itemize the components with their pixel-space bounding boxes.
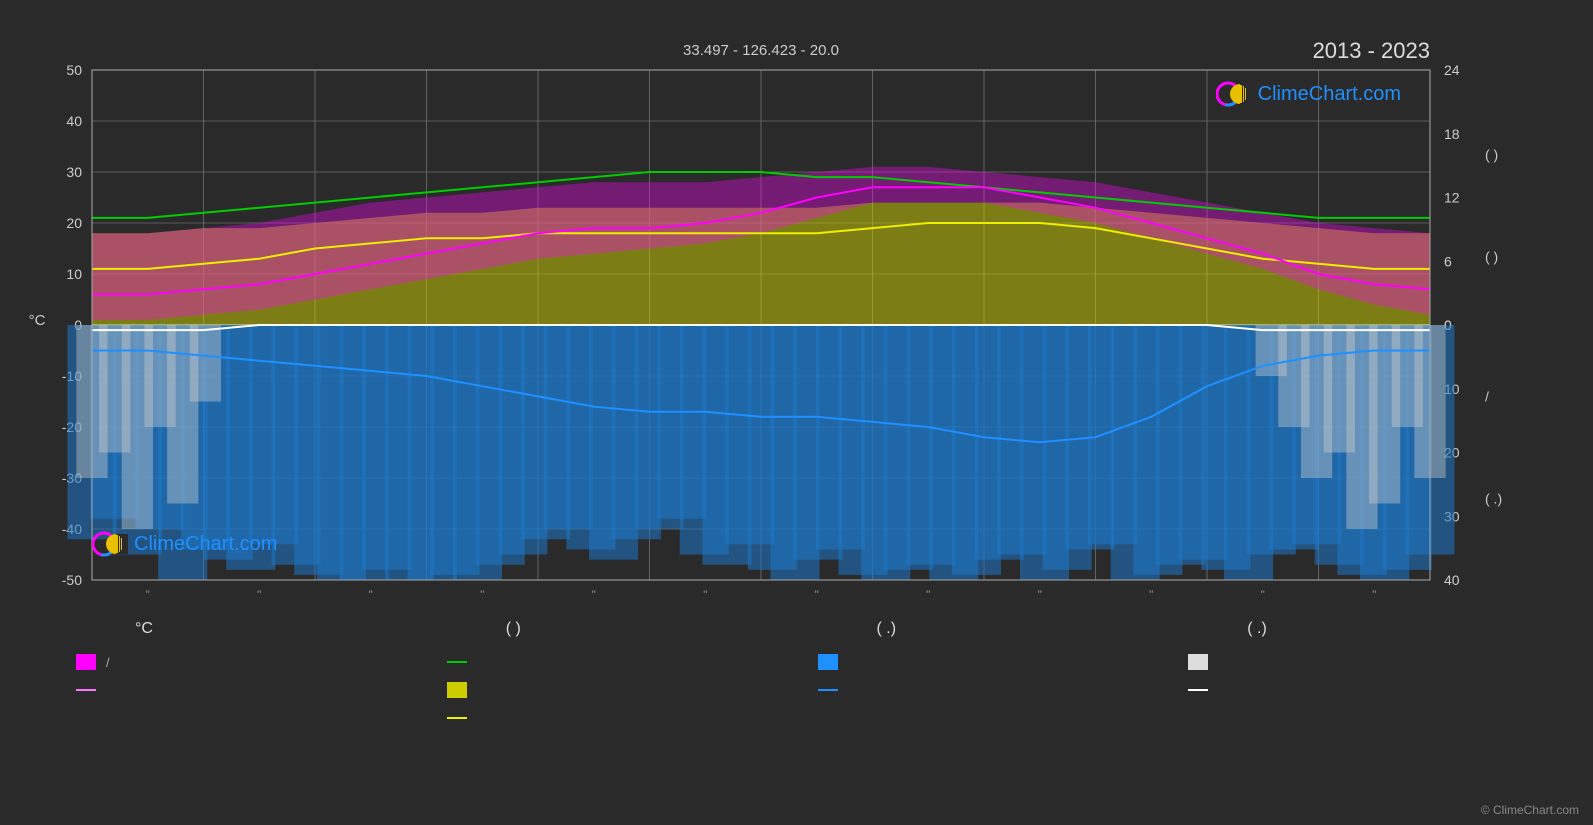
logo-text: ClimeChart.com [1258, 83, 1401, 106]
legend-item [812, 676, 1183, 704]
logo-text: ClimeChart.com [134, 533, 277, 556]
legend-header: ( .) [1182, 620, 1553, 638]
legend-column: ( .) [1182, 620, 1553, 732]
legend-item [1182, 648, 1553, 676]
climate-chart: -50-40-30-20-1001020304050°C06121824( )(… [0, 0, 1593, 825]
legend-item [441, 704, 812, 732]
legend-column: ( .) [812, 620, 1183, 732]
legend-header: °C [70, 620, 441, 638]
logo-top-right: ClimeChart.com [1216, 80, 1401, 108]
svg-text:30: 30 [66, 164, 82, 180]
legend-swatch [1188, 654, 1208, 670]
legend-column: °C / [70, 620, 441, 732]
logo-bottom-left: ClimeChart.com [92, 530, 277, 558]
legend-item [441, 648, 812, 676]
svg-text:'': '' [815, 589, 819, 601]
svg-text:'': '' [369, 589, 373, 601]
legend-swatch [76, 689, 96, 691]
legend-swatch [818, 654, 838, 670]
svg-text:6: 6 [1444, 253, 1452, 269]
logo-icon [1216, 80, 1252, 108]
svg-text:40: 40 [66, 113, 82, 129]
legend-swatch [447, 661, 467, 663]
legend-label: / [106, 655, 110, 670]
legend-item: / [70, 648, 441, 676]
svg-text:12: 12 [1444, 190, 1460, 206]
svg-text:/: / [1485, 389, 1489, 405]
svg-text:'': '' [703, 589, 707, 601]
legend-column: ( ) [441, 620, 812, 732]
copyright-text: © ClimeChart.com [1481, 803, 1579, 817]
svg-text:'': '' [257, 589, 261, 601]
svg-text:50: 50 [66, 62, 82, 78]
svg-text:40: 40 [1444, 572, 1460, 588]
legend-item [1182, 676, 1553, 704]
svg-text:°C: °C [29, 312, 46, 329]
svg-text:'': '' [1261, 589, 1265, 601]
svg-text:'': '' [1038, 589, 1042, 601]
svg-text:24: 24 [1444, 62, 1460, 78]
logo-icon [92, 530, 128, 558]
svg-text:33.497 - 126.423 -: 33.497 - 126.423 - 20.0 [683, 42, 839, 59]
svg-text:( ): ( ) [1485, 146, 1498, 162]
svg-text:'': '' [1149, 589, 1153, 601]
legend-swatch [447, 682, 467, 698]
legend-header: ( ) [441, 620, 812, 638]
svg-text:( .): ( .) [1485, 491, 1502, 507]
svg-text:'': '' [480, 589, 484, 601]
legend-swatch [76, 654, 96, 670]
legend-swatch [818, 689, 838, 691]
legend-swatch [1188, 689, 1208, 691]
legend-item [812, 648, 1183, 676]
svg-text:'': '' [146, 589, 150, 601]
svg-text:18: 18 [1444, 126, 1460, 142]
svg-text:10: 10 [66, 266, 82, 282]
svg-text:( ): ( ) [1485, 248, 1498, 264]
svg-text:-50: -50 [62, 572, 82, 588]
svg-text:20: 20 [66, 215, 82, 231]
svg-text:'': '' [592, 589, 596, 601]
legend-header: ( .) [812, 620, 1183, 638]
svg-text:'': '' [926, 589, 930, 601]
legend-swatch [447, 717, 467, 719]
legend-item [441, 676, 812, 704]
legend: °C / ( )( .)( .) [70, 620, 1553, 732]
legend-item [70, 676, 441, 704]
svg-text:2013 - 2023: 2013 - 2023 [1313, 38, 1430, 63]
svg-text:'': '' [1372, 589, 1376, 601]
